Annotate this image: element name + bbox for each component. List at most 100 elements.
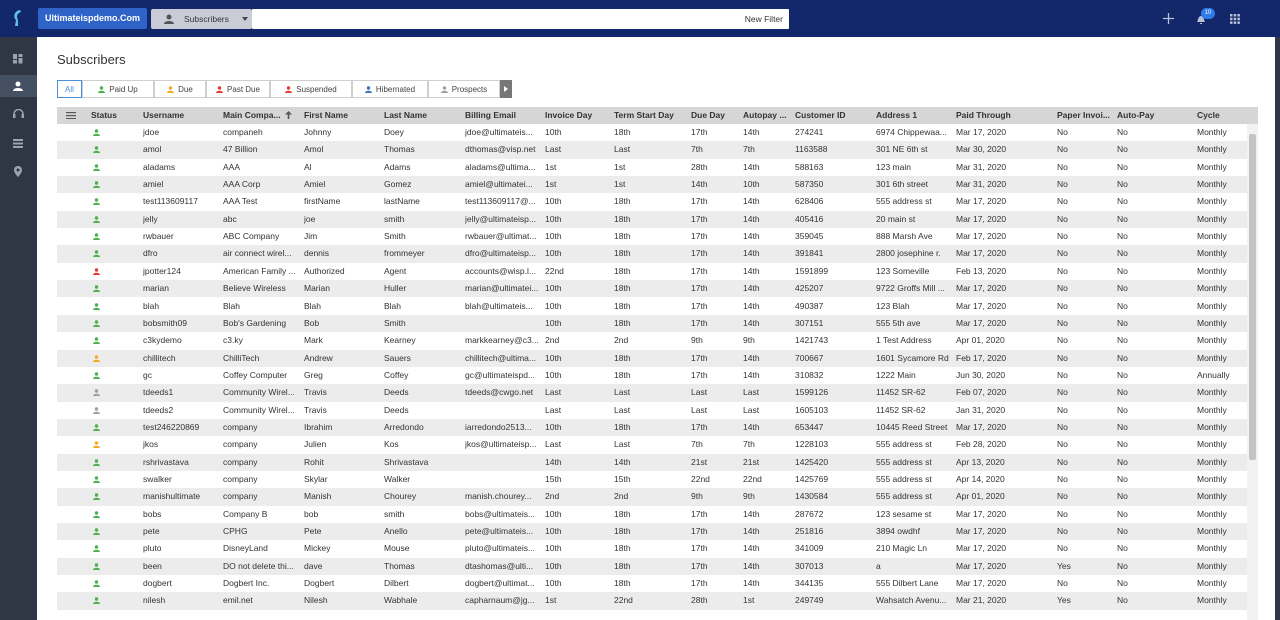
table-row[interactable]: jelly abc joe smith jelly@ultimateisp... 10th…: [57, 210, 1247, 229]
location-icon[interactable]: [14, 166, 22, 177]
table-row[interactable]: swalker company Skylar Walker 15th 15th 22nd 22…: [57, 471, 1247, 489]
table-cell: 405416: [795, 213, 824, 224]
status-tab[interactable]: All: [57, 80, 82, 98]
column-header[interactable]: Username: [143, 110, 185, 120]
table-row[interactable]: bobsmith09 Bob's Gardening Bob Smith 10th 18t…: [57, 314, 1247, 333]
status-icon: [93, 181, 100, 189]
table-cell: Al: [304, 161, 312, 172]
table-row[interactable]: tdeeds1 Community Wirel... Travis Deeds tdee…: [57, 384, 1247, 402]
column-header[interactable]: Last Name: [384, 110, 427, 120]
table-row[interactable]: aladams AAA Al Adams aladams@ultima... 1st 1st…: [57, 158, 1247, 177]
status-tab[interactable]: Paid Up: [82, 80, 154, 98]
column-header[interactable]: Auto-Pay: [1117, 110, 1155, 120]
column-header[interactable]: Main Compa...: [223, 110, 281, 120]
add-icon[interactable]: [1163, 13, 1174, 24]
table-cell: 10th: [545, 300, 562, 311]
column-header[interactable]: Billing Email: [465, 110, 517, 120]
status-icon: [93, 163, 100, 171]
column-header[interactable]: Status: [91, 110, 117, 120]
table-cell: dogbert@ultimat...: [465, 578, 535, 589]
table-row[interactable]: test113609117 AAA Test firstName lastName te…: [57, 193, 1247, 211]
table-cell: jelly@ultimateisp...: [465, 213, 536, 224]
table-cell: Monthly: [1197, 560, 1227, 571]
table-row[interactable]: pluto DisneyLand Mickey Mouse pluto@ultimate…: [57, 540, 1247, 558]
dashboard-icon[interactable]: [13, 54, 23, 64]
account-button[interactable]: Ultimateispdemo.Com: [38, 8, 147, 29]
table-row[interactable]: dfro air connect wirel... dennis frommeyer d…: [57, 245, 1247, 263]
logo: [14, 10, 21, 26]
table-row[interactable]: tdeeds2 Community Wirel... Travis Deeds Last…: [57, 401, 1247, 419]
support-icon[interactable]: [13, 109, 24, 119]
column-header[interactable]: Invoice Day: [545, 110, 593, 120]
column-header[interactable]: First Name: [304, 110, 348, 120]
table-cell: 22nd: [691, 474, 710, 484]
status-tab[interactable]: Prospects: [428, 80, 500, 98]
table-cell: 14th: [743, 352, 760, 363]
table-cell: No: [1057, 213, 1068, 224]
status-icon: [93, 337, 100, 345]
table-row[interactable]: c3kydemo c3.ky Mark Kearney markkearney@c3..…: [57, 332, 1247, 350]
table-cell: 7th: [743, 144, 755, 155]
table-cell: Julien: [304, 439, 327, 450]
sort-arrow[interactable]: [285, 111, 292, 119]
table-row[interactable]: dogbert Dogbert Inc. Dogbert Dilbert dogbert…: [57, 575, 1247, 593]
table-row[interactable]: chillitech ChilliTech Andrew Sauers chillite…: [57, 349, 1247, 367]
column-header[interactable]: Paid Through: [956, 110, 1011, 120]
module-select[interactable]: Subscribers: [151, 9, 252, 29]
new-filter-button[interactable]: New Filter: [744, 14, 783, 24]
table-cell: Monthly: [1197, 387, 1227, 398]
table-cell: Monthly: [1197, 543, 1227, 554]
table-row[interactable]: rwbauer ABC Company Jim Smith rwbauer@ultima…: [57, 228, 1247, 246]
table-row[interactable]: bobs Company B bob smith bobs@ultimateis... 1…: [57, 505, 1247, 524]
column-header[interactable]: Due Day: [691, 110, 726, 120]
column-header[interactable]: Cycle: [1197, 110, 1220, 120]
table-cell: Jim: [304, 231, 318, 242]
column-header[interactable]: Paper Invoi...: [1057, 110, 1110, 120]
search-box[interactable]: New Filter: [252, 9, 789, 29]
table-cell: 11452 SR-62: [876, 387, 926, 398]
table-row[interactable]: been DO not delete thi... dave Thomas dtasho…: [57, 557, 1247, 576]
status-tab[interactable]: Suspended: [270, 80, 352, 98]
column-header[interactable]: Autopay ...: [743, 110, 787, 120]
table-row[interactable]: jdoe companeh Johnny Doey jdoe@ultimateis...…: [57, 124, 1247, 142]
status-tab[interactable]: Past Due: [206, 80, 270, 98]
table-cell: 14th: [743, 213, 760, 224]
column-header[interactable]: Customer ID: [795, 110, 846, 120]
table-cell: Community Wirel...: [223, 404, 295, 415]
table-cell: 14th: [743, 543, 760, 554]
table-cell: amiel: [143, 179, 164, 190]
table-row[interactable]: marian Believe Wireless Marian Huller marian…: [57, 280, 1247, 298]
table-cell: Deeds: [384, 404, 409, 415]
table-row[interactable]: amiel AAA Corp Amiel Gomez amiel@ultimatei..…: [57, 176, 1247, 194]
table-row[interactable]: blah Blah Blah Blah blah@ultimateis... 10th 18…: [57, 297, 1247, 315]
table-row[interactable]: test246220869 company Ibrahim Arredondo iarr…: [57, 418, 1247, 437]
table-cell: No: [1057, 439, 1068, 450]
status-tab[interactable]: Due: [154, 80, 206, 98]
table-row[interactable]: rshrivastava company Rohit Shrivastava 14th 1…: [57, 453, 1247, 471]
list-icon[interactable]: [13, 139, 23, 148]
tabs-scroll-button[interactable]: [500, 80, 512, 98]
table-row[interactable]: jkos company Julien Kos jkos@ultimateisp... L…: [57, 436, 1247, 454]
status-icon: [93, 580, 100, 588]
table-cell: Last: [545, 387, 562, 398]
apps-icon[interactable]: [1230, 14, 1240, 24]
table-cell: 14th: [743, 248, 760, 259]
column-header[interactable]: Address 1: [876, 110, 918, 120]
table-row[interactable]: jpotter124 American Family ... Authorized A…: [57, 262, 1247, 281]
table-row[interactable]: amol 47 Billion Amol Thomas dthomas@visp.net…: [57, 141, 1247, 159]
table-row[interactable]: nilesh emil.net Nilesh Wabhale capharnaum@jg…: [57, 592, 1247, 610]
table-cell: 14th: [743, 560, 760, 571]
table-row[interactable]: pete CPHG Pete Anello pete@ultimateis... 10th…: [57, 523, 1247, 541]
table-row[interactable]: gc Coffey Computer Greg Coffey gc@ultimateis…: [57, 366, 1247, 385]
table-cell: 18th: [614, 421, 631, 432]
scrollbar-thumb[interactable]: [1249, 134, 1256, 460]
status-tab[interactable]: Hibernated: [352, 80, 428, 98]
subscribers-nav[interactable]: [0, 75, 37, 97]
table-cell: 14th: [743, 196, 760, 207]
table-cell: Anello: [384, 526, 408, 537]
table-cell: company: [223, 439, 258, 450]
table-row[interactable]: manishultimate company Manish Chourey manish…: [57, 488, 1247, 506]
table-cell: 17th: [691, 352, 708, 363]
column-header[interactable]: Term Start Day: [614, 110, 674, 120]
column-menu-icon[interactable]: [66, 112, 76, 119]
